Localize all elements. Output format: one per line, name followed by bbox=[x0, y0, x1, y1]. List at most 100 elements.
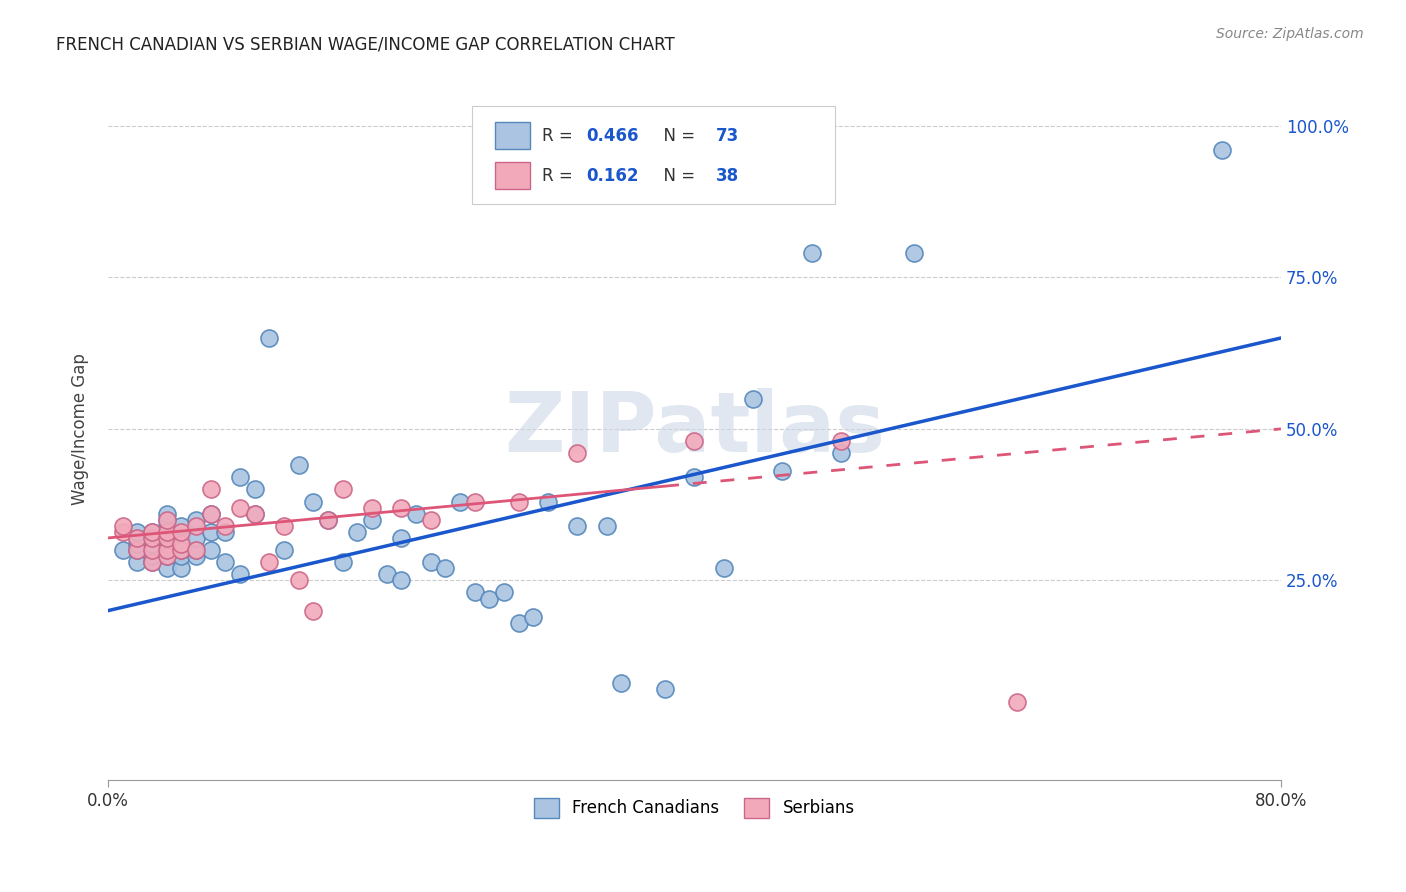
Point bbox=[214, 518, 236, 533]
Point bbox=[141, 531, 163, 545]
Point bbox=[522, 609, 544, 624]
Point bbox=[141, 524, 163, 539]
Point bbox=[156, 507, 179, 521]
Point bbox=[184, 513, 207, 527]
Point bbox=[170, 537, 193, 551]
Point bbox=[449, 494, 471, 508]
Point bbox=[259, 331, 281, 345]
Point bbox=[127, 524, 149, 539]
Point bbox=[200, 524, 222, 539]
Point bbox=[229, 567, 252, 582]
Point bbox=[302, 604, 325, 618]
Text: 0.466: 0.466 bbox=[586, 127, 640, 145]
Point bbox=[156, 531, 179, 545]
Point bbox=[184, 543, 207, 558]
Text: 73: 73 bbox=[716, 127, 738, 145]
Point bbox=[156, 537, 179, 551]
Point bbox=[346, 524, 368, 539]
Point bbox=[683, 470, 706, 484]
Point bbox=[214, 555, 236, 569]
Point bbox=[170, 543, 193, 558]
Point bbox=[492, 585, 515, 599]
Point bbox=[273, 518, 295, 533]
Point bbox=[683, 434, 706, 448]
Point bbox=[273, 543, 295, 558]
Point bbox=[332, 483, 354, 497]
Point bbox=[389, 500, 412, 515]
Text: 38: 38 bbox=[716, 167, 738, 185]
Point bbox=[610, 676, 633, 690]
Point bbox=[332, 555, 354, 569]
Point bbox=[361, 500, 384, 515]
Point bbox=[537, 494, 560, 508]
Point bbox=[903, 246, 925, 260]
Point bbox=[772, 464, 794, 478]
Point bbox=[156, 513, 179, 527]
Point bbox=[170, 531, 193, 545]
Point bbox=[243, 507, 266, 521]
Point bbox=[127, 543, 149, 558]
Point bbox=[111, 524, 134, 539]
Point bbox=[156, 513, 179, 527]
Point bbox=[508, 494, 530, 508]
Point bbox=[156, 524, 179, 539]
Point bbox=[156, 518, 179, 533]
Point bbox=[567, 518, 589, 533]
Text: R =: R = bbox=[541, 167, 578, 185]
Point bbox=[170, 537, 193, 551]
Point bbox=[713, 561, 735, 575]
Point bbox=[464, 494, 486, 508]
Text: N =: N = bbox=[654, 127, 700, 145]
Text: R =: R = bbox=[541, 127, 578, 145]
Bar bbox=[495, 122, 530, 149]
Point bbox=[156, 524, 179, 539]
Point bbox=[184, 543, 207, 558]
Point bbox=[156, 549, 179, 563]
Y-axis label: Wage/Income Gap: Wage/Income Gap bbox=[72, 353, 89, 505]
Point bbox=[389, 574, 412, 588]
Text: FRENCH CANADIAN VS SERBIAN WAGE/INCOME GAP CORRELATION CHART: FRENCH CANADIAN VS SERBIAN WAGE/INCOME G… bbox=[56, 36, 675, 54]
Point bbox=[156, 549, 179, 563]
Point bbox=[302, 494, 325, 508]
Point bbox=[654, 682, 676, 697]
Point bbox=[508, 615, 530, 630]
Point bbox=[141, 524, 163, 539]
Point bbox=[464, 585, 486, 599]
Point bbox=[111, 543, 134, 558]
Point bbox=[127, 543, 149, 558]
Point bbox=[375, 567, 398, 582]
Point bbox=[200, 507, 222, 521]
Point bbox=[141, 543, 163, 558]
Point bbox=[200, 483, 222, 497]
Point bbox=[141, 537, 163, 551]
Point bbox=[156, 531, 179, 545]
Point bbox=[316, 513, 339, 527]
Point bbox=[184, 549, 207, 563]
Point bbox=[595, 518, 617, 533]
Point bbox=[127, 531, 149, 545]
Point bbox=[830, 446, 852, 460]
Point bbox=[1005, 694, 1028, 708]
Point bbox=[419, 555, 441, 569]
Point bbox=[259, 555, 281, 569]
Point bbox=[127, 531, 149, 545]
Point bbox=[184, 518, 207, 533]
Point bbox=[419, 513, 441, 527]
FancyBboxPatch shape bbox=[471, 105, 835, 204]
Point bbox=[184, 531, 207, 545]
Point bbox=[316, 513, 339, 527]
Point bbox=[170, 524, 193, 539]
Bar bbox=[495, 162, 530, 189]
Point bbox=[214, 524, 236, 539]
Point bbox=[287, 458, 309, 473]
Point bbox=[170, 561, 193, 575]
Point bbox=[156, 543, 179, 558]
Point bbox=[141, 531, 163, 545]
Point bbox=[170, 543, 193, 558]
Point bbox=[243, 483, 266, 497]
Point bbox=[127, 555, 149, 569]
Point bbox=[170, 549, 193, 563]
Point bbox=[800, 246, 823, 260]
Point bbox=[229, 470, 252, 484]
Point bbox=[1211, 143, 1233, 157]
